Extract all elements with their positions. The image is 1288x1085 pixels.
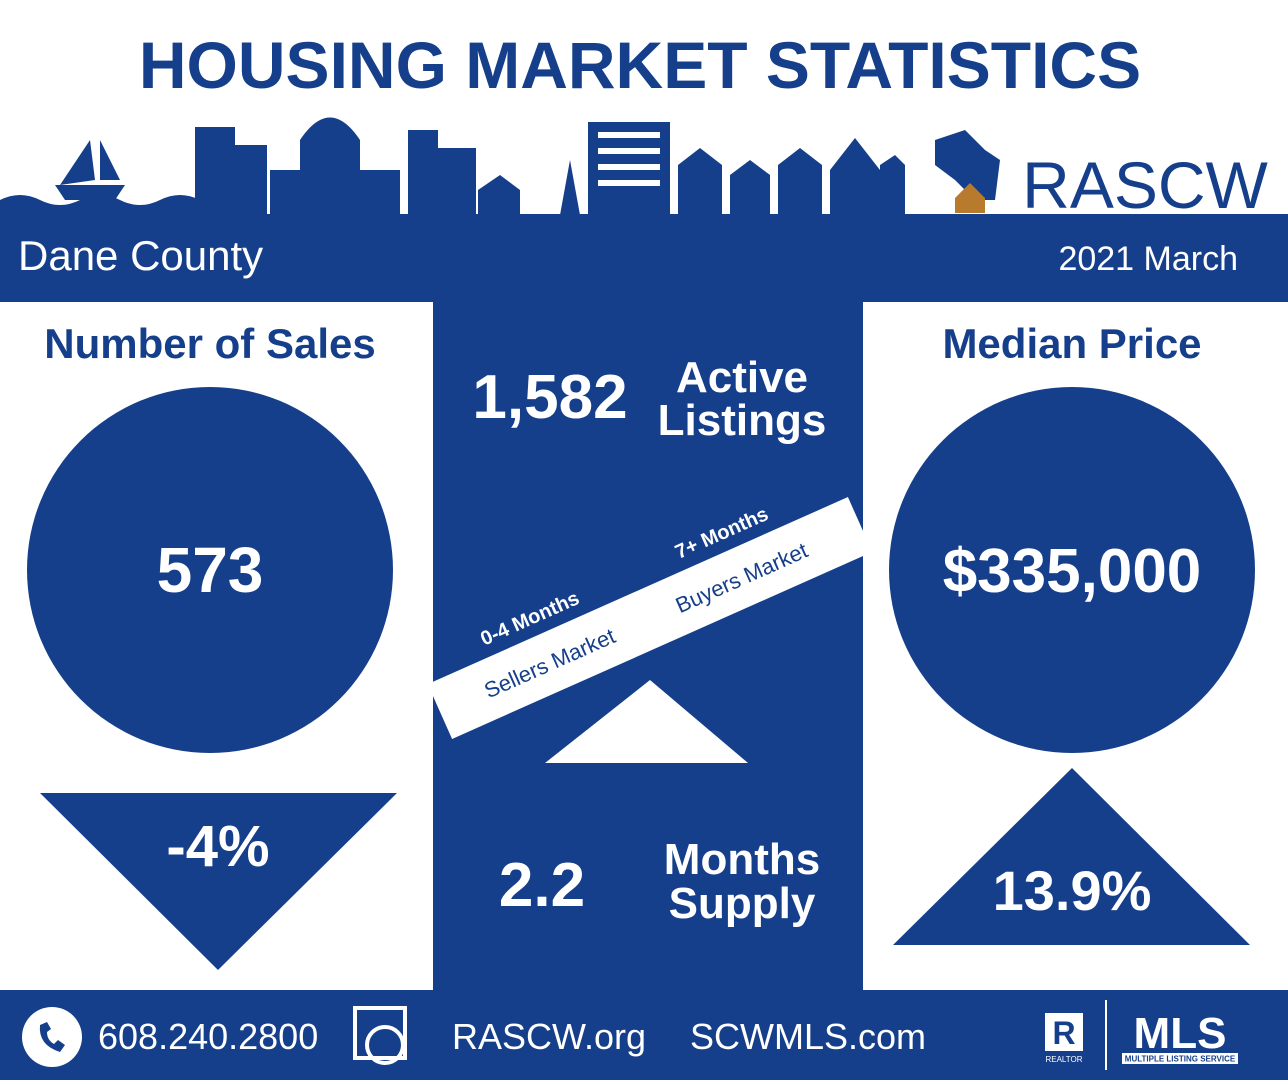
fulcrum <box>545 680 748 763</box>
sales-value: 573 <box>157 534 264 606</box>
realtor-box <box>1045 1013 1083 1051</box>
period: 2021 March <box>1058 240 1238 278</box>
sales-circle <box>27 387 393 753</box>
supply-label: Months <box>664 835 820 884</box>
capitol <box>270 117 400 215</box>
supply-label: Supply <box>669 879 816 928</box>
houses <box>678 138 905 215</box>
building <box>195 127 235 215</box>
mls-logo: MLS <box>1134 1009 1227 1058</box>
building <box>438 148 476 215</box>
skyline <box>0 117 1000 215</box>
mls-bar <box>1122 1053 1238 1064</box>
listings-label: Listings <box>658 396 827 445</box>
building <box>478 160 580 215</box>
house-icon <box>955 183 985 213</box>
region: Dane County <box>18 232 263 279</box>
banner <box>0 214 1288 302</box>
down-triangle <box>40 793 397 970</box>
price-value: $335,000 <box>943 537 1202 606</box>
supply-value: 2.2 <box>499 851 585 920</box>
building <box>235 145 267 215</box>
windows <box>598 132 660 186</box>
phone-icon <box>22 1007 82 1067</box>
listings-label: Active <box>676 353 808 402</box>
phone: 608.240.2800 <box>98 1016 318 1057</box>
sales-title: Number of Sales <box>44 320 375 367</box>
plank <box>427 497 873 739</box>
globe-icon <box>365 1025 405 1065</box>
realtor-mark: R <box>1052 1015 1075 1051</box>
site: RASCW.org <box>452 1016 646 1057</box>
price-change: 13.9% <box>993 859 1152 922</box>
title: HOUSING MARKET STATISTICS <box>139 28 1141 102</box>
listings-value: 1,582 <box>472 363 627 432</box>
site: SCWMLS.com <box>690 1016 926 1057</box>
mls-caption: MULTIPLE LISTING SERVICE <box>1125 1055 1236 1064</box>
boat <box>55 140 125 200</box>
price-title: Median Price <box>942 320 1201 367</box>
logo-text: RASCW <box>1022 148 1268 222</box>
price-circle <box>889 387 1255 753</box>
state-map <box>935 130 1000 200</box>
sales-change: -4% <box>166 814 269 879</box>
water <box>0 195 200 215</box>
web-icon <box>353 1006 407 1060</box>
realtor-caption: REALTOR <box>1045 1055 1082 1064</box>
up-triangle <box>893 768 1250 945</box>
building <box>408 130 438 215</box>
phone-glyph <box>39 1022 65 1052</box>
